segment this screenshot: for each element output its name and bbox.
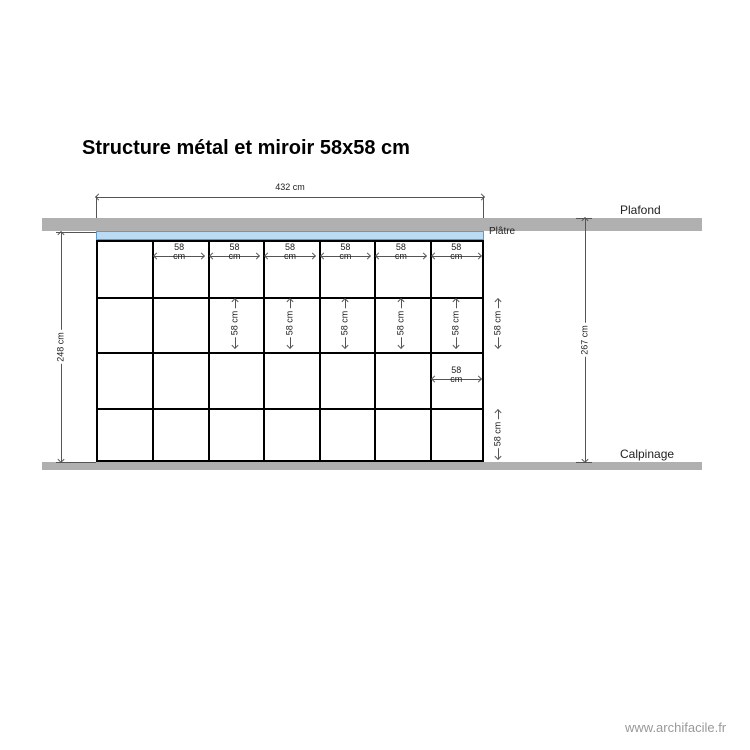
dim-cell-height: 58 cm <box>286 299 294 349</box>
dim-label: 58 cm <box>222 243 247 261</box>
dim-total-width: 432 cm <box>96 192 484 202</box>
dim-label: 58 cm <box>494 420 503 449</box>
dim-cell-height: 58 cm <box>231 299 239 349</box>
dim-cell-height: 58 cm <box>341 299 349 349</box>
plaster-strip <box>96 231 484 240</box>
dim-label: 58 cm <box>452 309 461 338</box>
dim-total-height-left: 248 cm <box>56 232 66 462</box>
dim-label: 58 cm <box>444 243 469 261</box>
mirror-grid <box>96 240 484 462</box>
dim-total-height-right: 267 cm <box>580 218 590 462</box>
label-platre: Plâtre <box>489 226 515 237</box>
dim-label: 58 cm <box>444 366 469 384</box>
page-title: Structure métal et miroir 58x58 cm <box>82 137 410 160</box>
dim-cell-height: 58 cm <box>452 299 460 349</box>
dim-label: 58 cm <box>494 309 503 338</box>
dim-cell-width: 58 cm <box>321 252 370 260</box>
dim-label: 58 cm <box>286 309 295 338</box>
dim-label: 58 cm <box>333 243 358 261</box>
dim-ext <box>56 462 96 463</box>
dim-cell-height: 58 cm <box>397 299 405 349</box>
dim-cell-width: 58 cm <box>265 252 314 260</box>
dim-label: 248 cm <box>57 330 66 364</box>
dim-cell-height: 58 cm <box>494 299 502 349</box>
dim-cell-width: 58 cm <box>432 252 481 260</box>
dim-label: 58 cm <box>388 243 413 261</box>
dim-label: 58 cm <box>278 243 303 261</box>
watermark: www.archifacile.fr <box>625 720 726 735</box>
dim-label: 432 cm <box>273 183 307 192</box>
dim-label: 58 cm <box>167 243 192 261</box>
ceiling-bar <box>42 218 702 231</box>
dim-cell-width: 58 cm <box>432 375 481 383</box>
dim-label: 58 cm <box>230 309 239 338</box>
dim-label: 58 cm <box>341 309 350 338</box>
dim-cell-width: 58 cm <box>154 252 203 260</box>
dim-cell-height: 58 cm <box>494 410 502 460</box>
dim-label: 267 cm <box>581 323 590 357</box>
floor-bar <box>42 462 702 470</box>
dim-label: 58 cm <box>396 309 405 338</box>
label-calpinage: Calpinage <box>620 447 674 461</box>
dim-cell-width: 58 cm <box>376 252 425 260</box>
dim-cell-width: 58 cm <box>210 252 259 260</box>
label-plafond: Plafond <box>620 203 661 217</box>
